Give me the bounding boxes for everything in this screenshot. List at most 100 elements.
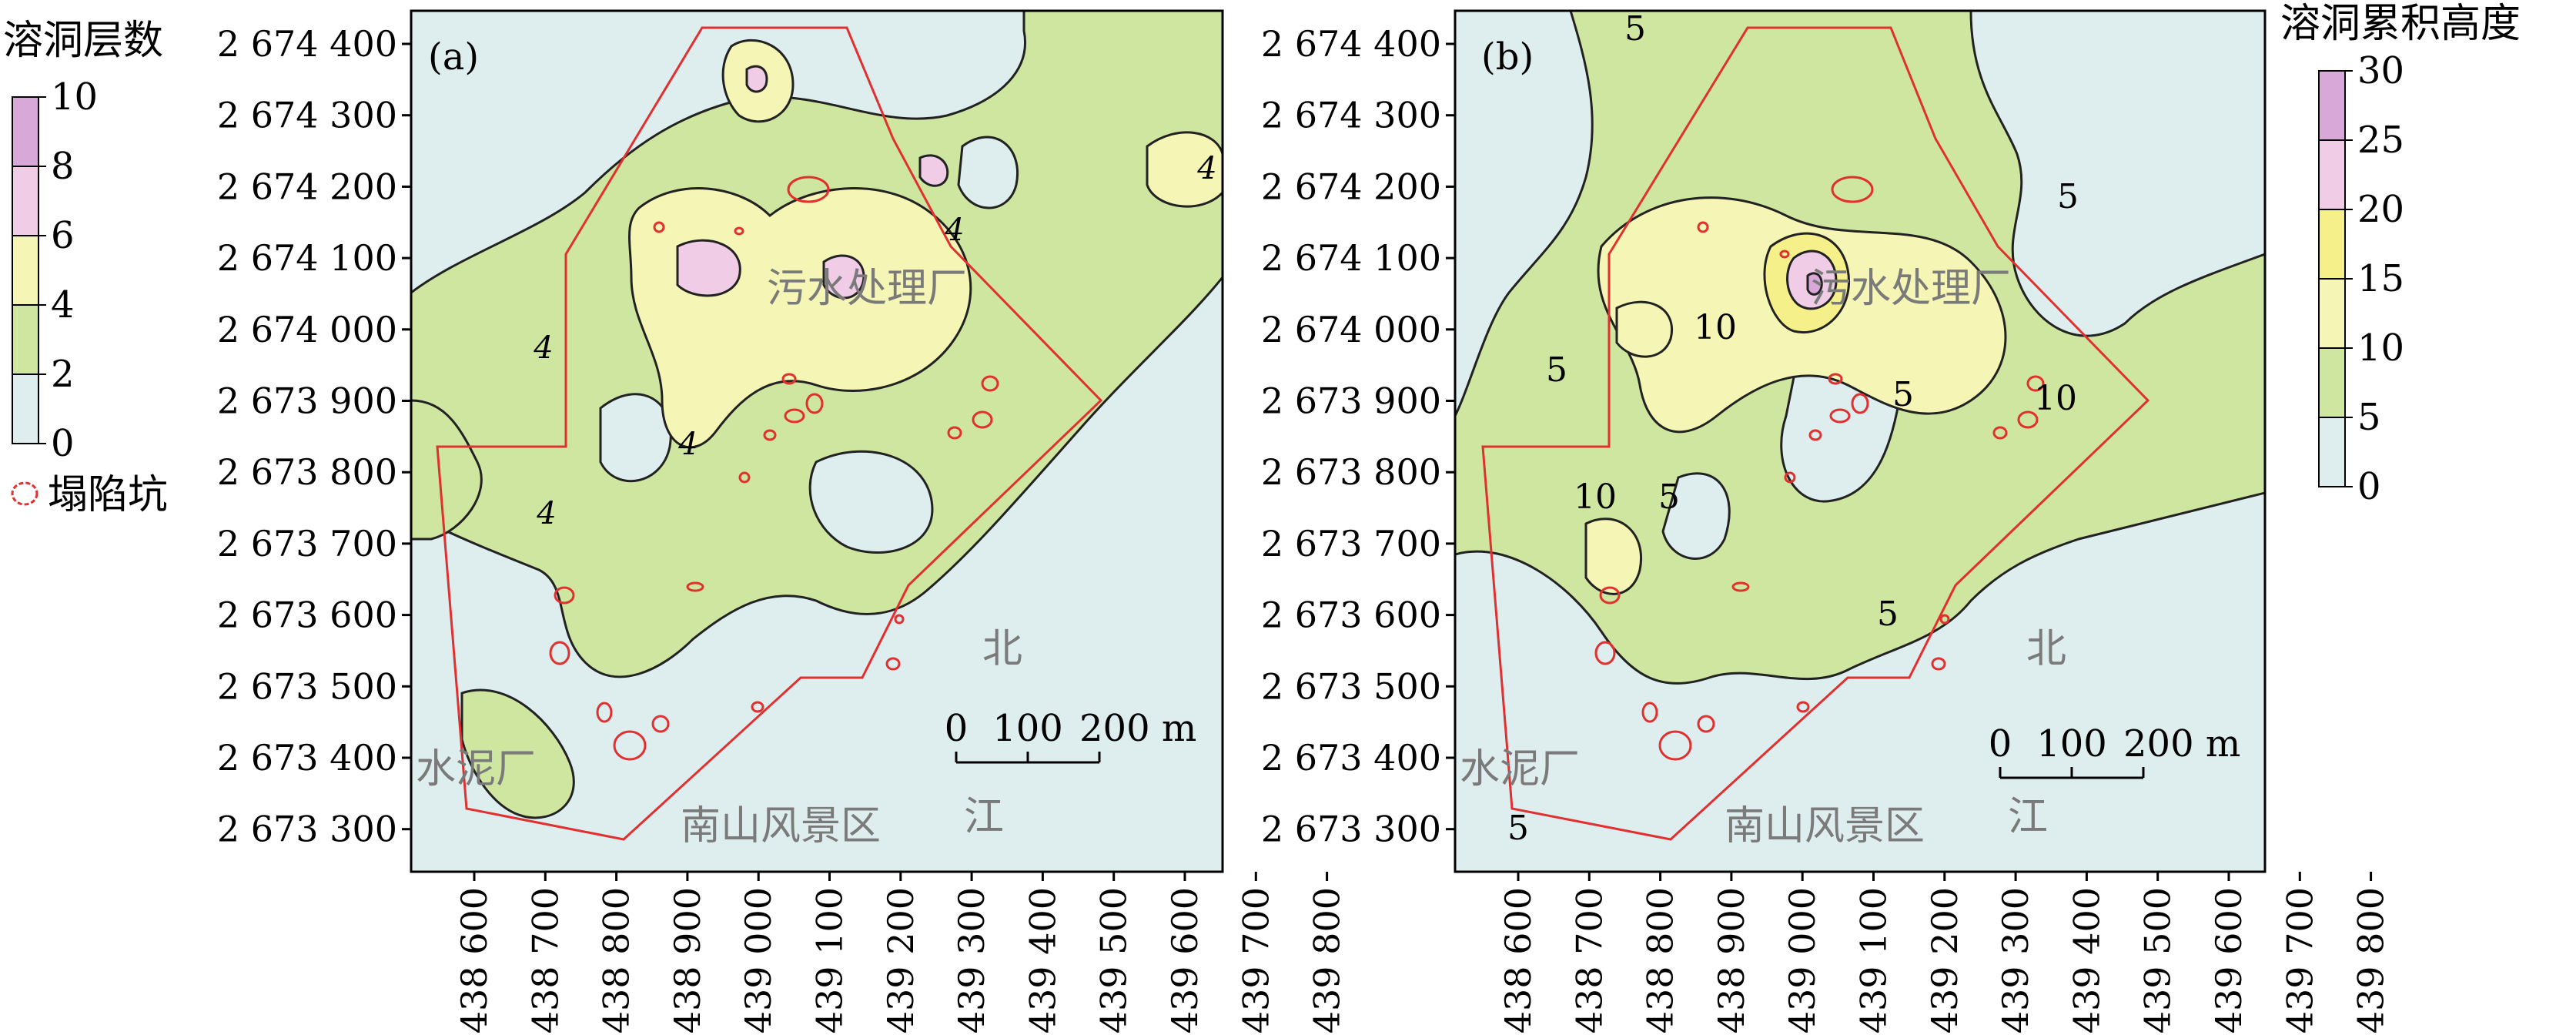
contour-label: 5 <box>1892 375 1914 414</box>
scale-bar-label-200: 200 m <box>2123 722 2240 765</box>
x-tick-label: 439 100 <box>809 887 851 1033</box>
sinkhole <box>1594 641 1616 665</box>
colorbar-tick-label: 2 <box>51 353 75 396</box>
y-tick-label: 2 674 300 <box>217 95 397 136</box>
y-tick-label: 2 673 400 <box>1261 737 1441 779</box>
colorbar-class <box>2318 278 2346 349</box>
sinkhole <box>894 614 905 625</box>
x-tick-label: 438 600 <box>453 887 495 1033</box>
panel-b-zone-25-30 <box>1806 272 1823 296</box>
x-tick-label: 439 400 <box>2066 887 2107 1033</box>
legend-a-tick-labels: 10 8 6 4 2 0 <box>38 75 98 465</box>
contour-label: 10 <box>1574 477 1617 517</box>
x-tick-label: 439 800 <box>1306 887 1348 1033</box>
sinkhole <box>1992 426 2008 440</box>
scale-bar-label-200: 200 m <box>1079 707 1196 750</box>
legend-a: 溶洞层数 10 8 6 4 2 0 塌陷坑 <box>3 18 168 518</box>
x-tick-label: 439 500 <box>1093 887 1135 1033</box>
contour-label: 4 <box>944 213 964 248</box>
river-label-bottom: 江 <box>2008 794 2048 840</box>
x-tick-label: 438 900 <box>1711 887 1752 1033</box>
sinkhole <box>1697 221 1709 233</box>
legend-b: 溶洞累积高度 30 25 20 15 10 5 0 <box>2280 1 2521 508</box>
x-tick-label: 439 700 <box>1235 887 1276 1033</box>
contour-label: 5 <box>1546 350 1567 390</box>
colorbar-tick-label: 25 <box>2357 119 2404 162</box>
y-tick-label: 2 674 200 <box>1261 166 1441 207</box>
y-tick-label: 2 673 600 <box>217 595 397 636</box>
panel-a-place-labels: 污水处理厂 水泥厂 南山风景区 北 江 <box>416 266 1022 849</box>
colorbar-class <box>2318 209 2346 280</box>
y-tick-label: 2 674 000 <box>1261 309 1441 350</box>
colorbar-tick-label: 5 <box>2357 396 2381 439</box>
x-tick-label: 439 400 <box>1022 887 1063 1033</box>
sinkhole <box>1831 176 1874 203</box>
panel-a-zone-6-8-c <box>745 65 768 93</box>
panel-a-zone-6-8-a <box>676 239 741 297</box>
colorbar-tick-label: 10 <box>51 75 98 119</box>
x-tick-label: 439 700 <box>2279 887 2320 1033</box>
sinkhole <box>734 226 744 236</box>
panel-b-zone-10-15-w <box>1584 518 1642 595</box>
y-tick-label: 2 674 100 <box>217 237 397 279</box>
x-tick-label: 439 200 <box>880 887 922 1033</box>
y-tick-label: 2 673 900 <box>217 380 397 422</box>
x-tick-label: 439 000 <box>738 887 779 1033</box>
y-tick-label: 2 673 700 <box>217 523 397 564</box>
y-tick-label: 2 674 200 <box>217 166 397 207</box>
y-tick-label: 2 673 800 <box>1261 451 1441 493</box>
contour-label: 5 <box>1877 595 1899 634</box>
panel-a-scale-bar: 0 100 200 m <box>945 707 1196 764</box>
panel-b: (b) 5 5 5 5 5 5 10 10 10 5 污水处理厂 水泥厂 南山风… <box>1261 9 2392 1033</box>
panel-a-label: (a) <box>428 35 479 79</box>
contour-label: 4 <box>536 496 556 531</box>
colorbar-tick-label: 30 <box>2357 49 2404 92</box>
sinkhole <box>1784 471 1796 484</box>
y-tick-label: 2 673 300 <box>217 809 397 850</box>
x-tick-label: 438 900 <box>667 887 708 1033</box>
panel-a-boundary <box>436 26 1103 841</box>
x-tick-label: 439 100 <box>1853 887 1895 1033</box>
scenic-area-label: 南山风景区 <box>681 803 881 849</box>
x-tick-label: 438 600 <box>1497 887 1539 1033</box>
scale-bar-line <box>1999 767 2145 779</box>
x-tick-label: 438 800 <box>596 887 637 1033</box>
sinkhole <box>738 471 751 484</box>
legend-a-title: 溶洞层数 <box>3 18 163 64</box>
x-tick-label: 438 800 <box>1640 887 1681 1033</box>
sinkhole-legend-icon <box>11 481 38 506</box>
sinkhole <box>1931 657 1946 671</box>
scale-bar-label-100: 100 <box>992 707 1063 750</box>
sinkhole <box>1641 702 1658 723</box>
x-tick-label: 439 200 <box>1924 887 1965 1033</box>
sinkhole <box>1808 429 1822 441</box>
contour-label: 10 <box>2034 379 2077 418</box>
sinkhole <box>686 581 704 592</box>
scenic-area-label: 南山风景区 <box>1725 803 1925 849</box>
panel-a-hole-1 <box>808 450 934 554</box>
colorbar-class <box>2318 347 2346 418</box>
contour-label: 5 <box>1658 477 1680 517</box>
x-tick-label: 439 500 <box>2137 887 2179 1033</box>
river-label-bottom: 江 <box>964 794 1004 840</box>
sinkhole <box>1779 250 1790 259</box>
y-tick-label: 2 674 300 <box>1261 95 1441 136</box>
sinkhole <box>981 375 999 392</box>
panel-b-frame <box>1454 9 2267 873</box>
panel-a-zone-2-4-west <box>411 399 483 541</box>
sinkhole <box>2017 410 2039 429</box>
sinkhole <box>1697 715 1715 733</box>
colorbar-tick-label: 10 <box>2357 327 2404 370</box>
panel-b-zone-10-15-nw <box>1615 300 1673 358</box>
sinkhole <box>613 730 647 761</box>
sinkhole <box>787 176 830 203</box>
y-tick-label: 2 674 000 <box>217 309 397 350</box>
sinkhole <box>554 586 575 605</box>
panel-b-x-ticks: 438 600 438 700 438 800 438 900 439 000 439 1… <box>1497 872 2392 1033</box>
panel-a-zone-2-4-south <box>460 688 575 819</box>
panel-a-zone-6-8-d <box>918 154 949 187</box>
sinkhole <box>2026 375 2045 392</box>
x-tick-label: 439 800 <box>2350 887 2392 1033</box>
sinkhole <box>885 657 901 671</box>
panel-b-zone-0-5-ne <box>1969 11 2265 337</box>
